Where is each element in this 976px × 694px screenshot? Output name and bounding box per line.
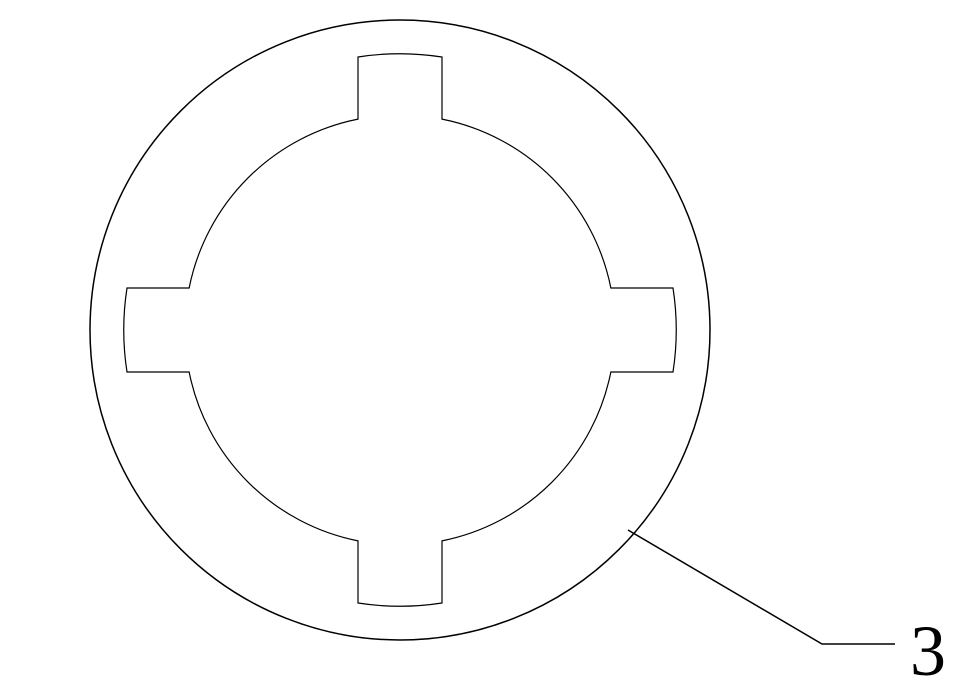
leader-line (628, 530, 895, 644)
part-label-3: 3 (910, 610, 946, 693)
diagram-container: 3 (0, 0, 976, 689)
inner-splined-hole (124, 54, 677, 607)
technical-diagram (0, 0, 976, 689)
outer-circle (90, 20, 710, 640)
